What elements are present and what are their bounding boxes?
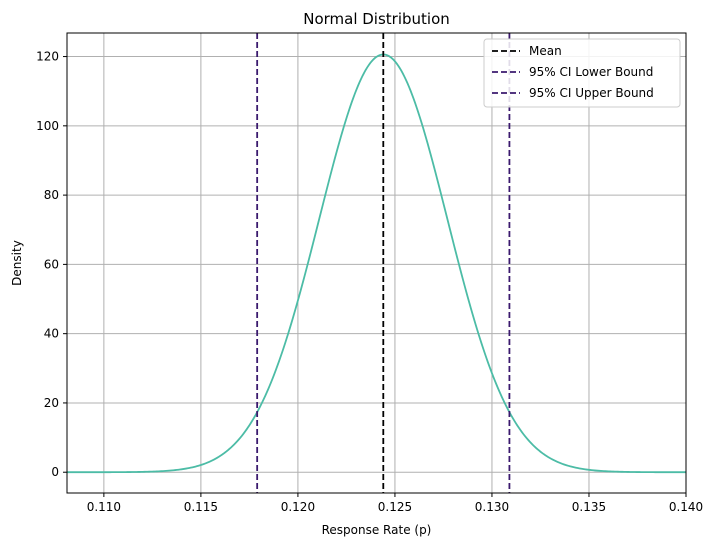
x-tick-label: 0.120 xyxy=(281,500,315,514)
density-curve xyxy=(67,53,686,474)
y-tick-label: 0 xyxy=(51,465,59,479)
legend: Mean 95% CI Lower Bound 95% CI Upper Bound xyxy=(483,38,681,108)
legend-label: 95% CI Lower Bound xyxy=(529,65,653,79)
y-tick-label: 60 xyxy=(44,257,59,271)
plot-frame xyxy=(66,32,687,494)
legend-label: 95% CI Upper Bound xyxy=(529,86,654,100)
x-tick-label: 0.135 xyxy=(572,500,606,514)
x-tick-label: 0.125 xyxy=(378,500,412,514)
y-tick-label: 40 xyxy=(44,327,59,341)
chart-title: Normal Distribution xyxy=(303,10,450,28)
y-tick-label: 20 xyxy=(44,396,59,410)
y-tick-label: 120 xyxy=(36,50,59,64)
y-tick-label: 80 xyxy=(44,188,59,202)
x-tick-label: 0.140 xyxy=(669,500,703,514)
y-axis-label: Density xyxy=(10,240,24,286)
ticks: 0.110 0.115 0.120 0.125 0.130 0.135 0.140 0 20 40… xyxy=(36,50,703,514)
x-tick-label: 0.130 xyxy=(475,500,509,514)
x-tick-label: 0.110 xyxy=(87,500,121,514)
legend-box xyxy=(483,38,681,108)
y-tick-label: 100 xyxy=(36,119,59,133)
x-axis-label: Response Rate (p) xyxy=(322,523,432,537)
legend-label: Mean xyxy=(529,44,562,58)
plot-data xyxy=(67,33,686,493)
x-tick-label: 0.115 xyxy=(184,500,218,514)
